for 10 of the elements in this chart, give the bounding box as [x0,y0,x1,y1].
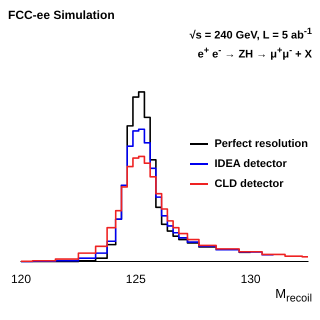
chart-title: FCC-ee Simulation [8,8,116,24]
x-axis-title: M$_{recoil}$ [274,286,312,305]
legend-label: IDEA detector [214,157,287,172]
x-tick-label: 130 [240,272,261,286]
x-tick-label: 120 [10,272,32,286]
text: e$^{+}$ e$^{-}$ → ZH → μ$^{+}$μ$^{-}$ + X [198,44,312,60]
text: √s = 240 GeV, L = 5 ab$^{-1}$ [188,25,312,43]
legend-label: Perfect resolution [214,137,308,152]
legend-label: CLD detector [214,177,284,192]
x-tick-label: 125 [126,272,146,286]
